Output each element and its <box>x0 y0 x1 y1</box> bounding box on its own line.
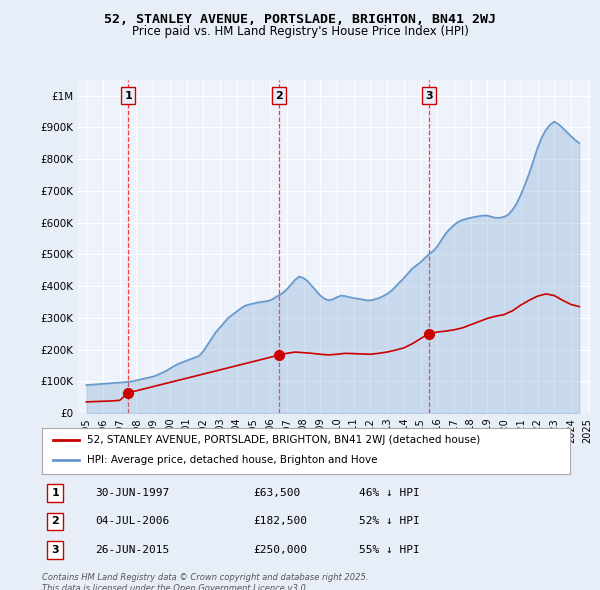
Text: 55% ↓ HPI: 55% ↓ HPI <box>359 545 419 555</box>
Text: 2: 2 <box>52 516 59 526</box>
Text: 2: 2 <box>275 91 283 101</box>
Text: 26-JUN-2015: 26-JUN-2015 <box>95 545 169 555</box>
Text: 52, STANLEY AVENUE, PORTSLADE, BRIGHTON, BN41 2WJ: 52, STANLEY AVENUE, PORTSLADE, BRIGHTON,… <box>104 13 496 26</box>
Text: 1: 1 <box>124 91 132 101</box>
Text: £182,500: £182,500 <box>253 516 307 526</box>
Text: 46% ↓ HPI: 46% ↓ HPI <box>359 488 419 498</box>
Text: £63,500: £63,500 <box>253 488 301 498</box>
Text: 52, STANLEY AVENUE, PORTSLADE, BRIGHTON, BN41 2WJ (detached house): 52, STANLEY AVENUE, PORTSLADE, BRIGHTON,… <box>87 435 480 445</box>
Text: 30-JUN-1997: 30-JUN-1997 <box>95 488 169 498</box>
Text: 1: 1 <box>52 488 59 498</box>
Text: 3: 3 <box>52 545 59 555</box>
Text: HPI: Average price, detached house, Brighton and Hove: HPI: Average price, detached house, Brig… <box>87 455 377 465</box>
Text: Price paid vs. HM Land Registry's House Price Index (HPI): Price paid vs. HM Land Registry's House … <box>131 25 469 38</box>
Text: 3: 3 <box>425 91 433 101</box>
Text: £250,000: £250,000 <box>253 545 307 555</box>
Text: 52% ↓ HPI: 52% ↓ HPI <box>359 516 419 526</box>
Text: Contains HM Land Registry data © Crown copyright and database right 2025.
This d: Contains HM Land Registry data © Crown c… <box>42 573 368 590</box>
Text: 04-JUL-2006: 04-JUL-2006 <box>95 516 169 526</box>
